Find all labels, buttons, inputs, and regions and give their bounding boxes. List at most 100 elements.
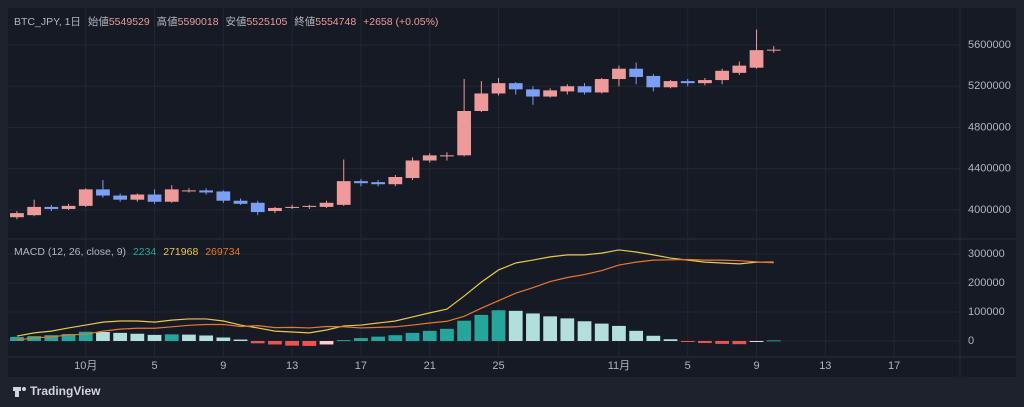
histogram-bar (388, 335, 403, 341)
legend-label: 終値 (294, 16, 316, 28)
histogram-bar (199, 335, 214, 341)
histogram-bar (715, 340, 730, 344)
candle-body (388, 177, 403, 185)
histogram-bar (405, 332, 420, 341)
candle-body (233, 200, 248, 204)
legend-value: 5590018 (177, 16, 219, 28)
histogram-bar (766, 340, 781, 342)
candle-body (526, 89, 540, 97)
legend-change: +2658 (+0.05%) (363, 16, 439, 28)
candle-body (182, 190, 196, 192)
y-tick-label: 300000 (968, 248, 1005, 260)
candle-body (508, 83, 523, 90)
histogram-bar (629, 330, 644, 341)
candle-body (543, 90, 558, 97)
histogram-bar (250, 340, 265, 344)
candle-body (302, 205, 317, 207)
candle-body (698, 80, 712, 84)
histogram-bar (78, 331, 93, 341)
y-tick-label: 4400000 (968, 163, 1011, 175)
histogram-bar (663, 339, 678, 341)
candle-body (405, 160, 420, 179)
candle-body (663, 81, 678, 88)
histogram-bar (680, 340, 695, 342)
histogram-bar (422, 330, 437, 341)
candle-body (199, 190, 214, 193)
x-tick-label: 9 (753, 360, 759, 372)
legend-label: 安値 (225, 16, 247, 28)
candle-body (577, 86, 592, 93)
brand-text: TradingView (30, 384, 101, 398)
legend-label: 始値 (87, 16, 109, 28)
candle-body (715, 70, 730, 81)
macd-legend: MACD (12, 26, close, 9) 2234 271968 2697… (14, 246, 244, 258)
candle-body (164, 189, 179, 202)
histogram-bar (10, 336, 24, 341)
logo: TradingView (13, 384, 101, 398)
histogram-bar (577, 321, 592, 341)
histogram-bar (96, 332, 110, 341)
candle-body (732, 65, 747, 73)
candle-body (354, 181, 368, 184)
y-tick-label: 5200000 (968, 80, 1011, 92)
candle-body (440, 155, 454, 157)
histogram-bar (560, 318, 575, 341)
legend-value: 5549529 (108, 16, 150, 28)
histogram-bar (612, 325, 626, 341)
candle-body (44, 206, 59, 209)
histogram-bar (182, 334, 196, 341)
candle-body (371, 182, 386, 185)
histogram-bar (319, 340, 334, 345)
legend-value: 271968 (163, 246, 199, 258)
legend-value: 5554748 (315, 16, 357, 28)
x-tick-label: 9 (220, 360, 226, 372)
candle-body (147, 194, 162, 202)
histogram-bar (130, 333, 145, 341)
histogram-bar (268, 340, 282, 345)
legend-value: 269734 (205, 246, 241, 258)
histogram-bar (336, 340, 351, 342)
x-tick-label: 5 (685, 360, 691, 372)
x-tick-label: 5 (151, 360, 157, 372)
candle-body (422, 155, 437, 161)
histogram-bar (646, 335, 661, 341)
candle-body (749, 50, 764, 68)
histogram-bar (594, 323, 609, 341)
legend-value: 5525105 (246, 16, 288, 28)
histogram-bar (474, 314, 489, 341)
histogram-bar (285, 340, 300, 346)
candle-body (594, 79, 609, 93)
y-tick-label: 5600000 (968, 39, 1011, 51)
candle-body (457, 111, 472, 156)
price-legend: BTC_JPY, 1日 始値5549529 高値5590018 安値552510… (14, 14, 442, 29)
candle-body (268, 207, 282, 212)
x-tick-label: 25 (492, 360, 504, 372)
candle-body (336, 181, 351, 205)
candle-body (319, 202, 334, 207)
candle-body (61, 205, 76, 209)
signal-line (16, 258, 774, 341)
histogram-bar (732, 340, 747, 345)
chart-title: BTC_JPY, 1日 (14, 16, 81, 28)
candle-body (646, 75, 661, 88)
logo-icon (15, 391, 19, 397)
x-tick-label: 13 (819, 360, 831, 372)
histogram-bar (233, 339, 248, 341)
x-tick-label: 17 (355, 360, 367, 372)
histogram-bar (698, 340, 712, 344)
candle-body (10, 213, 24, 218)
y-tick-label: 200000 (968, 277, 1005, 289)
histogram-bar (526, 313, 540, 341)
legend-label: 高値 (156, 16, 178, 28)
y-tick-label: 0 (968, 335, 974, 347)
macd-title: MACD (12, 26, close, 9) (14, 246, 127, 258)
histogram-bar (491, 310, 506, 341)
candle-body (474, 93, 489, 112)
candle-body (78, 189, 93, 206)
histogram-bar (113, 332, 128, 341)
candle-body (680, 81, 695, 84)
x-tick-label: 21 (424, 360, 436, 372)
candle-body (629, 68, 644, 77)
